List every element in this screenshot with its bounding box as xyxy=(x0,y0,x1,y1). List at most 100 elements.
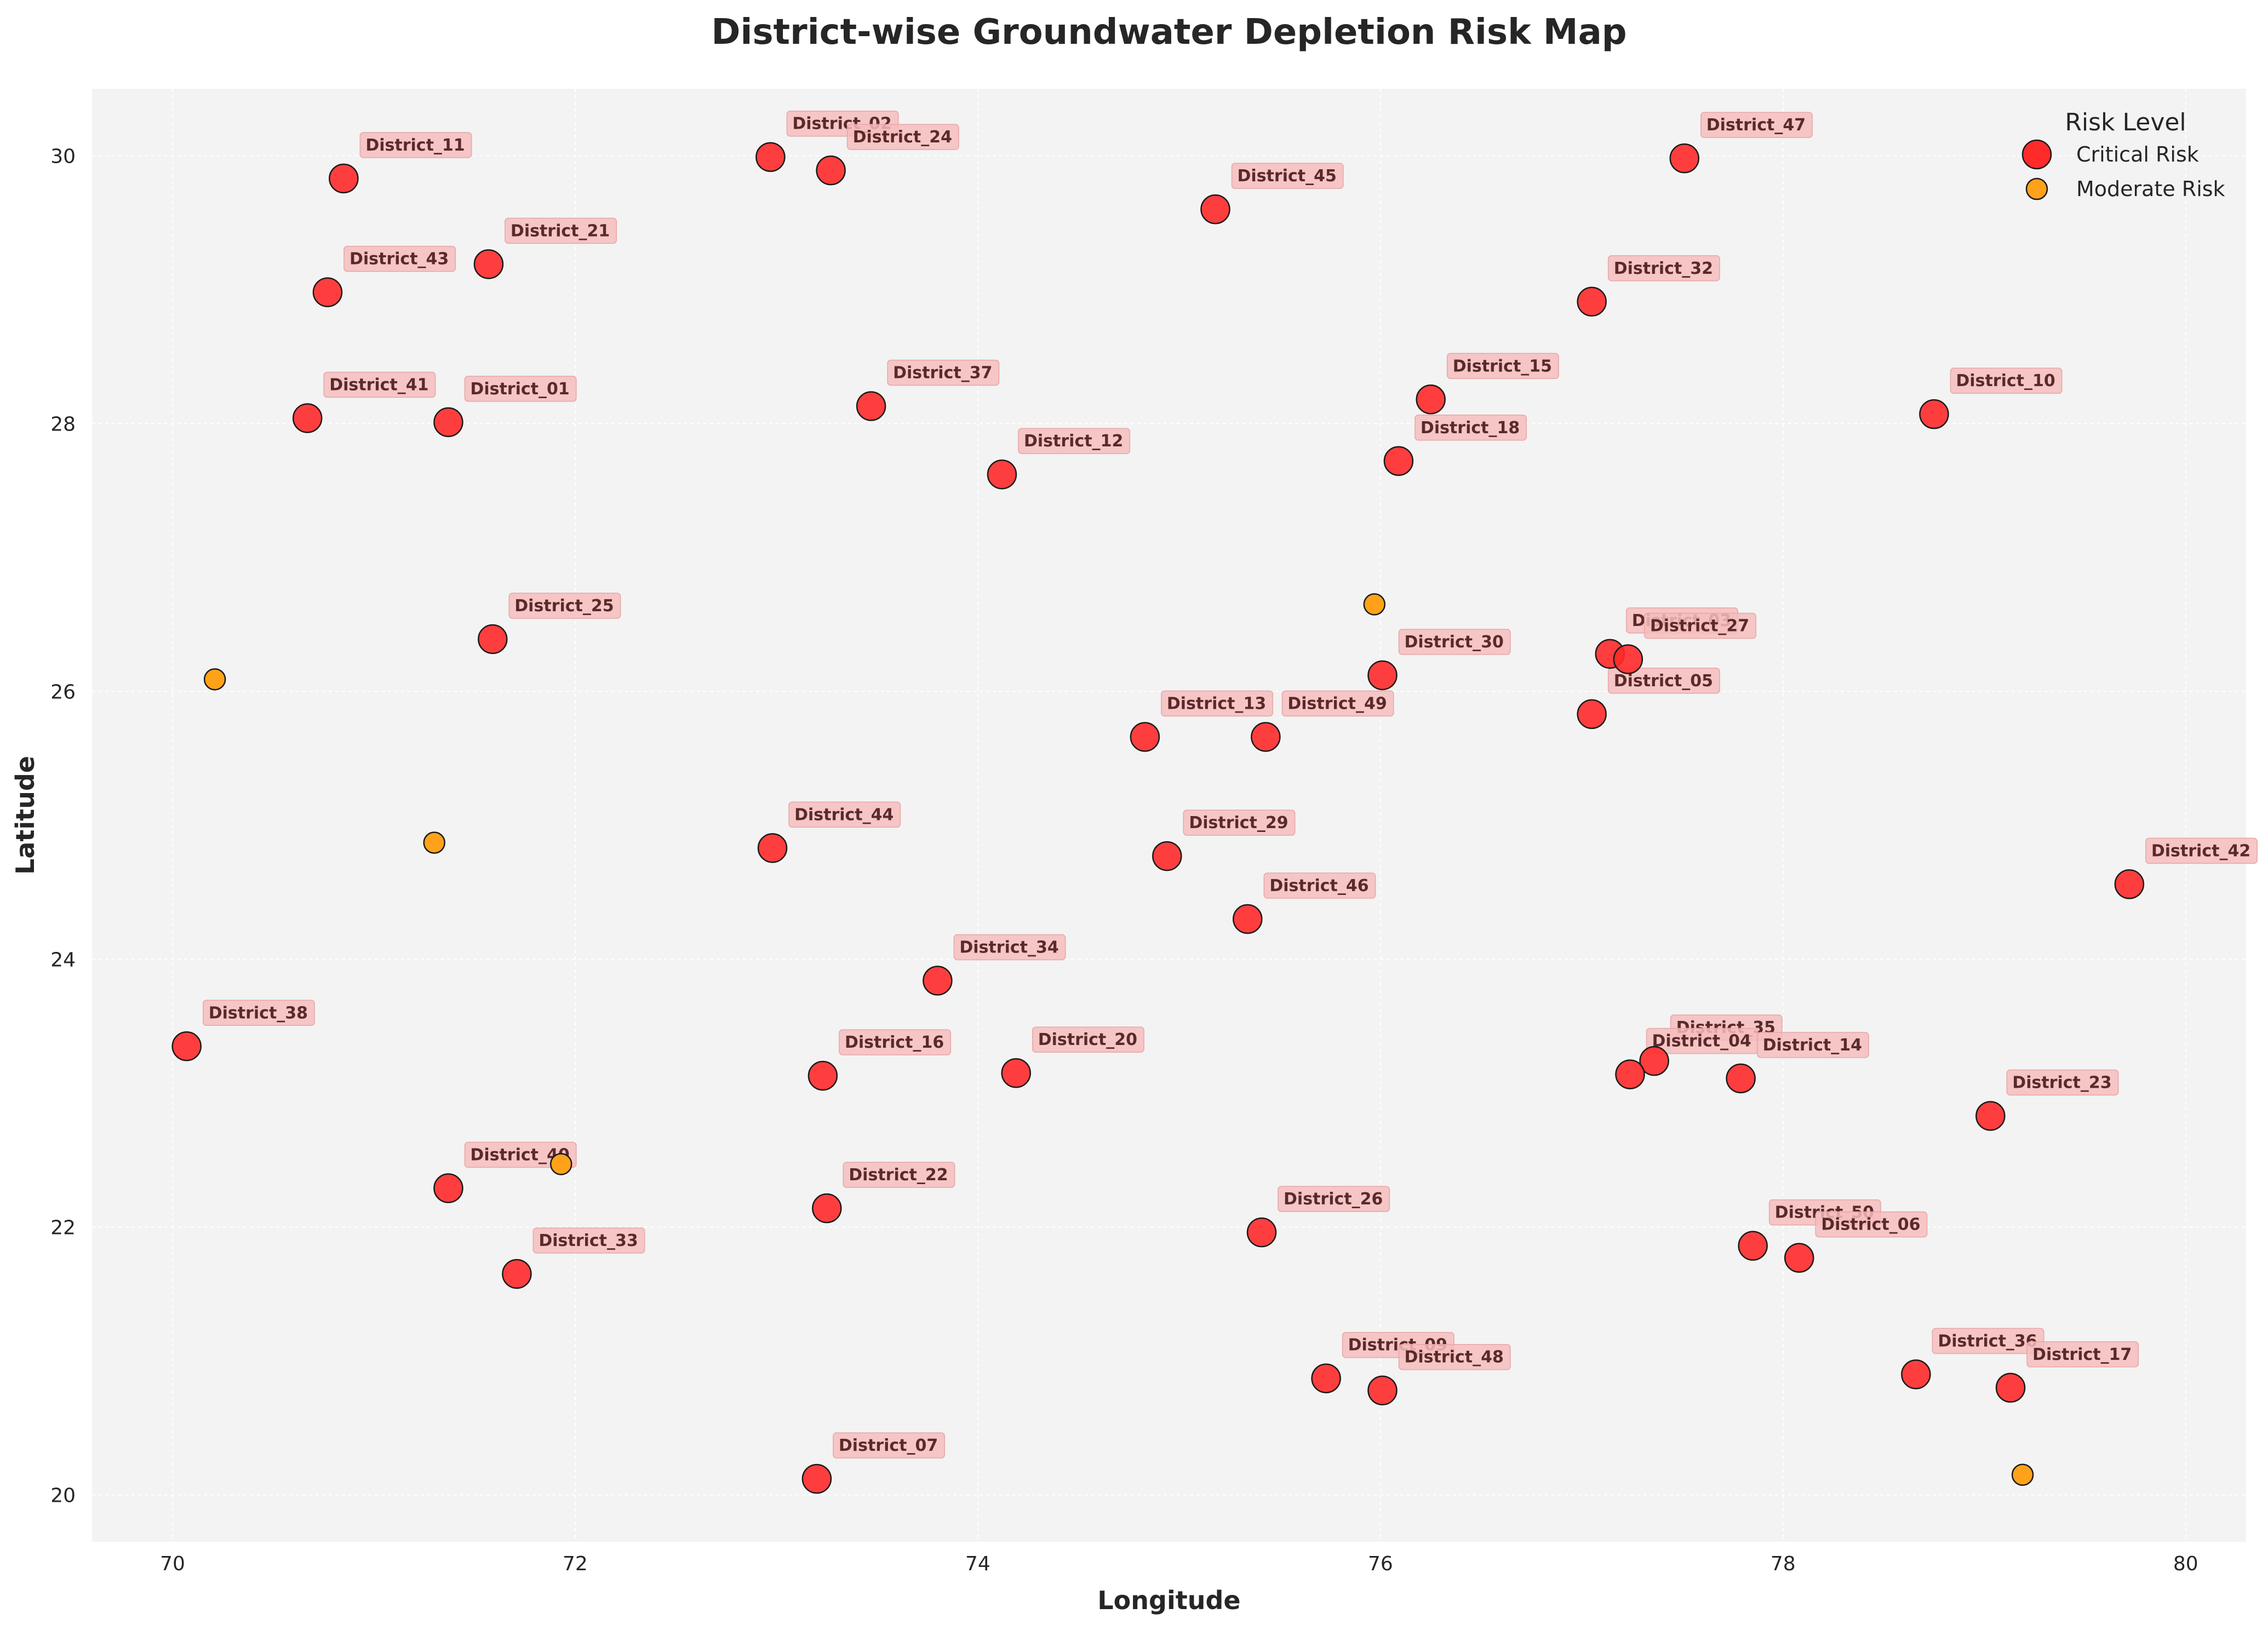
point-label-box xyxy=(464,1141,577,1168)
point-label: District_23 xyxy=(2006,1069,2119,1096)
critical-risk-point xyxy=(1367,660,1398,691)
critical-risk-point xyxy=(1311,1363,1341,1393)
point-label-box xyxy=(1700,112,1813,138)
point-label: District_47 xyxy=(1700,112,1813,138)
critical-risk-point xyxy=(1577,286,1607,317)
point-label: District_22 xyxy=(843,1162,955,1188)
point-label-box xyxy=(343,245,456,272)
legend-moderate-label: Moderate Risk xyxy=(2076,177,2225,201)
critical-risk-point xyxy=(987,459,1017,490)
critical-risk-point xyxy=(1246,1217,1277,1248)
point-label: District_37 xyxy=(887,359,1000,386)
critical-risk-point xyxy=(1383,446,1414,476)
moderate-risk-point xyxy=(549,1153,572,1175)
critical-risk-point xyxy=(1919,399,1949,429)
point-label-box xyxy=(202,1000,315,1026)
point-label-text: District_16 xyxy=(845,1033,944,1052)
point-label-box xyxy=(2006,1069,2119,1096)
critical-risk-point xyxy=(923,966,953,996)
critical-risk-point xyxy=(1251,722,1281,752)
point-label-text: District_48 xyxy=(1405,1348,1504,1367)
point-label-box xyxy=(1161,690,1273,717)
legend: Risk Level Critical Risk Moderate Risk xyxy=(2021,108,2225,201)
point-label-text: District_23 xyxy=(2012,1073,2111,1092)
critical-risk-point xyxy=(171,1031,202,1061)
moderate-risk-point xyxy=(1363,593,1386,616)
point-label: District_43 xyxy=(343,245,456,272)
point-label: District_44 xyxy=(788,801,901,828)
legend-critical-marker xyxy=(2021,139,2052,170)
critical-risk-point xyxy=(801,1463,832,1494)
point-label: District_07 xyxy=(833,1432,946,1459)
point-label-text: District_17 xyxy=(2032,1345,2132,1364)
point-label-text: District_10 xyxy=(1956,371,2055,391)
critical-risk-point xyxy=(1784,1243,1814,1273)
point-label-text: District_27 xyxy=(1650,617,1749,636)
point-label: District_33 xyxy=(532,1227,645,1254)
critical-risk-point xyxy=(816,155,846,186)
point-label-box xyxy=(1607,668,1720,694)
point-label-box xyxy=(1607,255,1720,282)
point-label-box xyxy=(323,371,436,398)
legend-title: Risk Level xyxy=(2065,108,2186,136)
point-label-text: District_36 xyxy=(1938,1331,2037,1351)
point-label-text: District_13 xyxy=(1167,694,1266,713)
y-axis-label: Latitude xyxy=(10,756,40,875)
critical-risk-point xyxy=(1200,194,1230,225)
point-label: District_46 xyxy=(1263,872,1376,899)
point-label-text: District_49 xyxy=(1287,694,1387,713)
point-label-box xyxy=(1278,1186,1390,1212)
point-label-box xyxy=(1398,629,1511,655)
critical-risk-point xyxy=(1975,1101,2006,1131)
critical-risk-point xyxy=(755,142,786,172)
legend-moderate-marker xyxy=(2025,177,2048,200)
point-label-box xyxy=(1281,690,1394,717)
point-label-text: District_38 xyxy=(209,1003,308,1023)
point-label-box xyxy=(843,1162,955,1188)
y-tick-label: 28 xyxy=(50,413,76,435)
point-label: District_24 xyxy=(846,124,959,150)
point-label: District_17 xyxy=(2026,1341,2139,1368)
point-label-box xyxy=(846,124,959,150)
x-tick-label: 78 xyxy=(1771,1553,1796,1575)
point-label-text: District_26 xyxy=(1284,1190,1383,1209)
point-label-text: District_04 xyxy=(1652,1032,1751,1051)
critical-risk-point xyxy=(433,407,463,438)
point-label-text: District_30 xyxy=(1405,633,1504,652)
points-layer xyxy=(171,142,2145,1494)
point-label-box xyxy=(887,359,1000,386)
x-tick-label: 76 xyxy=(1368,1553,1393,1575)
critical-risk-point xyxy=(1152,841,1182,871)
point-label: District_45 xyxy=(1231,163,1344,189)
point-label-text: District_44 xyxy=(794,805,894,824)
point-label-box xyxy=(359,132,472,158)
y-tick-label: 30 xyxy=(50,145,76,168)
point-label: District_49 xyxy=(1281,690,1394,717)
point-label-text: District_43 xyxy=(350,250,449,269)
axis-ticks: 70 72 74 76 78 80 20 22 24 26 28 30 xyxy=(50,145,2198,1575)
point-label-box xyxy=(839,1029,952,1055)
point-label-box xyxy=(532,1227,645,1254)
point-label-text: District_07 xyxy=(839,1436,938,1455)
point-label: District_05 xyxy=(1607,668,1720,694)
critical-risk-point xyxy=(312,277,343,307)
point-label-text: District_32 xyxy=(1614,259,1713,278)
point-label: District_15 xyxy=(1446,353,1559,380)
point-label: District_11 xyxy=(359,132,472,158)
point-label-text: District_25 xyxy=(514,596,614,616)
point-label-box xyxy=(2145,837,2258,864)
point-label: District_48 xyxy=(1398,1343,1511,1370)
point-label-box xyxy=(833,1432,946,1459)
critical-risk-point xyxy=(1613,644,1643,674)
point-label-box xyxy=(505,217,617,244)
point-label: District_14 xyxy=(1756,1032,1869,1058)
point-label-box xyxy=(2026,1341,2139,1368)
critical-risk-point xyxy=(1577,699,1607,730)
point-label: District_29 xyxy=(1183,809,1296,836)
point-label: District_41 xyxy=(323,371,436,398)
point-label-text: District_42 xyxy=(2151,841,2250,860)
point-label-box xyxy=(953,934,1066,961)
moderate-risk-point xyxy=(203,668,226,691)
x-tick-label: 72 xyxy=(563,1553,588,1575)
